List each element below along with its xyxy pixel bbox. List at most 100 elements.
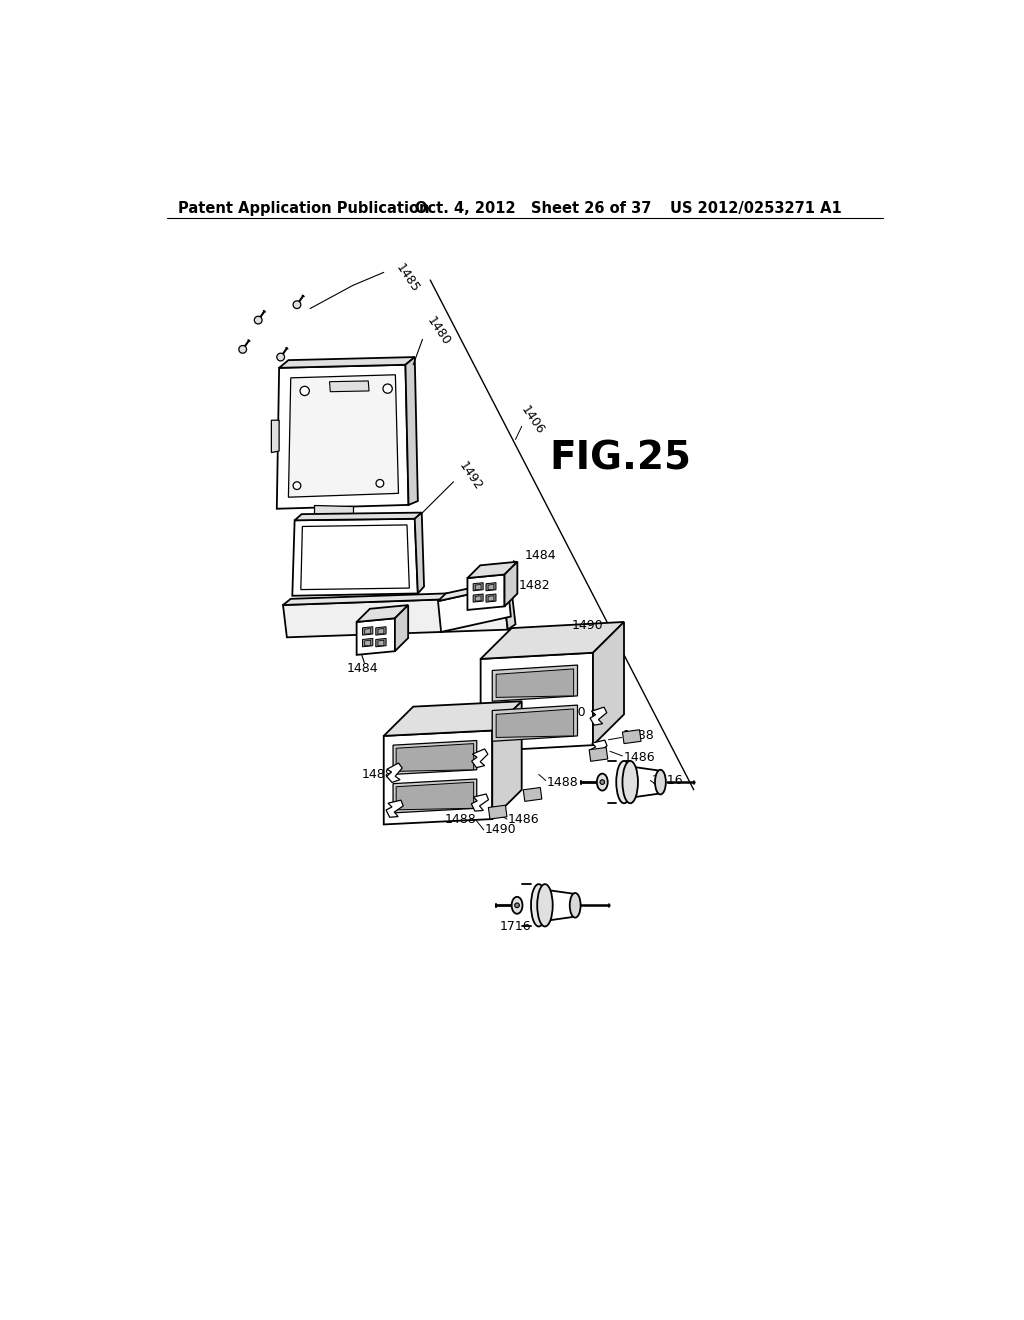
Polygon shape [280, 358, 415, 368]
Text: FIG.25: FIG.25 [549, 440, 691, 478]
Polygon shape [480, 653, 593, 751]
Circle shape [376, 479, 384, 487]
Polygon shape [493, 705, 578, 742]
Polygon shape [486, 582, 496, 591]
Polygon shape [378, 640, 384, 645]
Ellipse shape [512, 896, 522, 913]
Circle shape [383, 384, 392, 393]
Polygon shape [393, 779, 477, 813]
Polygon shape [438, 578, 515, 601]
Text: Oct. 4, 2012   Sheet 26 of 37: Oct. 4, 2012 Sheet 26 of 37 [415, 201, 651, 216]
Polygon shape [396, 743, 474, 771]
Polygon shape [301, 525, 410, 590]
Polygon shape [471, 795, 488, 810]
Polygon shape [473, 594, 483, 602]
Circle shape [293, 482, 301, 490]
Text: 1490: 1490 [554, 706, 586, 719]
Ellipse shape [531, 884, 547, 927]
Ellipse shape [569, 892, 581, 917]
Text: 1488: 1488 [362, 768, 394, 781]
Polygon shape [376, 639, 386, 647]
Polygon shape [356, 605, 409, 622]
Polygon shape [496, 709, 573, 738]
Text: 1484: 1484 [346, 663, 378, 676]
Circle shape [276, 354, 285, 360]
Polygon shape [590, 741, 607, 758]
Polygon shape [406, 358, 418, 506]
Text: 1488: 1488 [623, 730, 654, 742]
Text: 1486: 1486 [624, 751, 655, 764]
Polygon shape [623, 730, 641, 743]
Text: 1486: 1486 [508, 813, 540, 825]
Ellipse shape [623, 760, 638, 804]
Polygon shape [505, 562, 517, 606]
Circle shape [300, 387, 309, 396]
Text: 1492: 1492 [457, 459, 484, 492]
Polygon shape [276, 364, 409, 508]
Circle shape [239, 346, 247, 354]
Polygon shape [467, 562, 517, 578]
Polygon shape [362, 639, 373, 647]
Polygon shape [593, 622, 624, 744]
Polygon shape [475, 585, 481, 590]
Text: 1488: 1488 [547, 776, 579, 788]
Polygon shape [395, 605, 409, 651]
Polygon shape [283, 591, 512, 605]
Polygon shape [493, 665, 578, 701]
Polygon shape [496, 669, 573, 697]
Text: 1485: 1485 [393, 261, 421, 294]
Polygon shape [387, 763, 402, 783]
Polygon shape [384, 730, 493, 825]
Text: 1488: 1488 [444, 813, 476, 825]
Polygon shape [523, 788, 542, 801]
Text: 1716: 1716 [652, 774, 684, 787]
Ellipse shape [597, 774, 607, 791]
Polygon shape [480, 622, 624, 659]
Polygon shape [396, 781, 474, 810]
Polygon shape [475, 595, 481, 601]
Polygon shape [415, 512, 424, 594]
Text: 1490: 1490 [571, 619, 603, 631]
Circle shape [600, 780, 604, 784]
Ellipse shape [655, 770, 666, 795]
Polygon shape [330, 381, 369, 392]
Polygon shape [283, 597, 508, 638]
Polygon shape [376, 627, 386, 635]
Polygon shape [356, 618, 395, 655]
Text: 1482: 1482 [518, 579, 550, 593]
Ellipse shape [616, 760, 632, 804]
Text: 1406: 1406 [518, 404, 547, 437]
Polygon shape [467, 574, 505, 610]
Polygon shape [488, 585, 494, 590]
Circle shape [293, 301, 301, 309]
Text: 1490: 1490 [484, 824, 516, 837]
Polygon shape [472, 748, 487, 768]
Text: Patent Application Publication: Patent Application Publication [178, 201, 430, 216]
Circle shape [515, 903, 519, 908]
Polygon shape [271, 420, 280, 453]
Text: 1484: 1484 [524, 549, 556, 562]
Polygon shape [365, 640, 371, 645]
Polygon shape [504, 591, 515, 630]
Polygon shape [362, 627, 373, 635]
Polygon shape [314, 506, 352, 516]
Polygon shape [590, 708, 607, 725]
Text: 1480: 1480 [424, 315, 453, 348]
Polygon shape [486, 594, 496, 602]
Polygon shape [589, 747, 607, 762]
Text: 1716: 1716 [500, 920, 531, 933]
Circle shape [254, 317, 262, 323]
Polygon shape [289, 375, 398, 498]
Polygon shape [393, 741, 477, 775]
Polygon shape [488, 595, 494, 601]
Polygon shape [365, 628, 371, 634]
Polygon shape [386, 800, 403, 817]
Polygon shape [378, 628, 384, 634]
Text: US 2012/0253271 A1: US 2012/0253271 A1 [671, 201, 843, 216]
Polygon shape [488, 805, 507, 818]
Polygon shape [295, 512, 422, 520]
Polygon shape [493, 701, 521, 818]
Polygon shape [292, 519, 418, 595]
Polygon shape [438, 586, 511, 632]
Polygon shape [384, 701, 521, 737]
